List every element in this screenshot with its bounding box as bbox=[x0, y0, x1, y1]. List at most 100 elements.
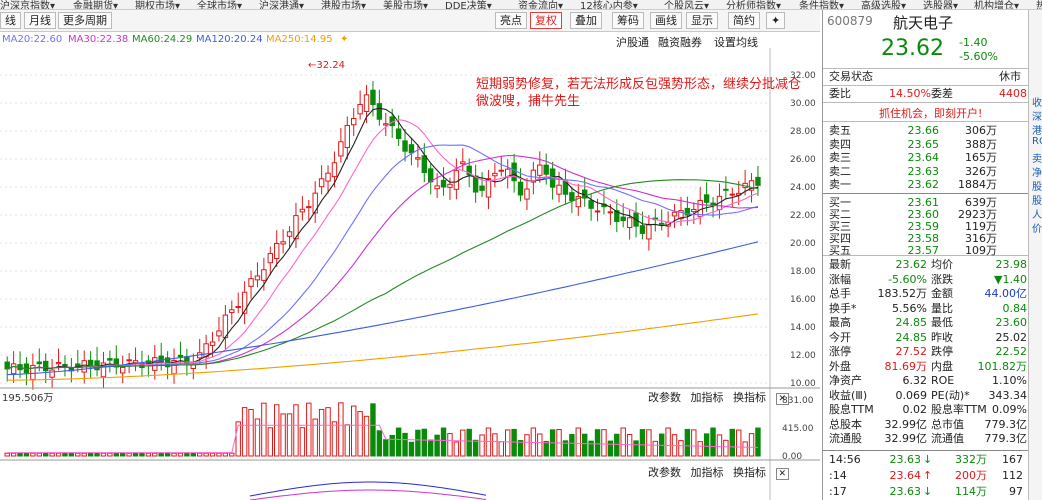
menu-item[interactable]: 个股风云▾ bbox=[664, 1, 710, 10]
link-margin[interactable]: 融资融券 bbox=[658, 36, 702, 49]
volume-bar bbox=[10, 452, 17, 457]
stats-row: 涨停 27.52 跌停 22.52 bbox=[827, 345, 1027, 359]
menu-item[interactable]: 港股市场▾ bbox=[321, 1, 367, 10]
edit-params-button-2[interactable]: 改参数 bbox=[648, 466, 681, 479]
kline-chart[interactable]: 32.00 30.00 28.00 26.00 24.00 22.00 20.00 18.00… bbox=[0, 48, 820, 500]
menu-item[interactable]: 选股器▾ bbox=[923, 1, 959, 10]
add-indicator-button-2[interactable]: 加指标 bbox=[690, 466, 724, 479]
tool-draw-line[interactable]: 画线 bbox=[650, 12, 682, 29]
menu-item[interactable]: 机构增仓▾ bbox=[974, 1, 1020, 10]
side-strip-item[interactable]: 净 bbox=[1032, 168, 1042, 179]
stats-row: 总手 183.52万 金额 44.00亿 bbox=[827, 287, 1027, 301]
side-strip-item[interactable]: 港 bbox=[1032, 126, 1042, 137]
volume-bar bbox=[511, 428, 517, 457]
menu-item[interactable]: 条件指数▾ bbox=[799, 1, 845, 10]
stat-label: 跌停 bbox=[931, 345, 953, 358]
link-set-ma[interactable]: 设置均线 bbox=[714, 36, 758, 49]
side-strip-item[interactable]: 价 bbox=[1032, 224, 1042, 235]
add-indicator-button[interactable]: 加指标 bbox=[690, 391, 724, 404]
order-price: 23.61 bbox=[907, 196, 940, 209]
stats-row: 流通股 32.99亿 流通值 779.3亿 bbox=[827, 432, 1027, 446]
tool-highlights[interactable]: 亮点 bbox=[495, 12, 527, 29]
menu-item[interactable]: 分析师指数▾ bbox=[726, 1, 782, 10]
stat-label: 流通股 bbox=[829, 432, 862, 445]
edit-params-button[interactable]: 改参数 bbox=[648, 391, 681, 404]
order-label: 卖三 bbox=[829, 151, 851, 164]
tick-count: 167 bbox=[1002, 453, 1023, 466]
volume-bar bbox=[331, 421, 338, 457]
tick-time: :14 bbox=[829, 469, 847, 482]
menu-item[interactable]: 沪深京指数▾ bbox=[0, 1, 56, 10]
side-strip-item[interactable]: 卖 bbox=[1032, 154, 1042, 165]
up-candle bbox=[691, 208, 697, 213]
up-candle bbox=[229, 309, 235, 313]
volume-bar bbox=[126, 452, 132, 457]
volume-bar bbox=[158, 452, 164, 457]
menu-item[interactable]: 期权市场▾ bbox=[135, 1, 181, 10]
order-price: 23.58 bbox=[907, 232, 940, 245]
trade-status-label: 交易状态 bbox=[829, 70, 873, 83]
up-candle bbox=[286, 231, 293, 237]
side-strip-item[interactable]: RO bbox=[1032, 136, 1042, 147]
side-strip-item[interactable]: 股 bbox=[1032, 182, 1042, 193]
top-menu-bar: 沪深京指数▾ 金融期货▾ 期权市场▾ 全球市场▾ 沪深港通▾ 港股市场▾ 美股市场▾ DDE决… bbox=[0, 0, 1042, 10]
volume-bar bbox=[703, 433, 710, 457]
menu-item[interactable]: 全球市场▾ bbox=[197, 1, 243, 10]
volume-bar bbox=[94, 452, 100, 457]
tab-monthly[interactable]: 月线 bbox=[24, 12, 56, 29]
volume-bar bbox=[75, 452, 81, 457]
stat-label: 涨幅 bbox=[829, 272, 851, 286]
menu-item[interactable]: DDE决策▾ bbox=[445, 1, 492, 10]
stat-label: 总股本 bbox=[829, 417, 862, 431]
menu-item[interactable]: 12核心内参▾ bbox=[580, 1, 638, 10]
tab-line[interactable]: 线 bbox=[0, 12, 21, 29]
tool-overlay[interactable]: 叠加 bbox=[570, 12, 602, 29]
stat-value: 25.02 bbox=[995, 330, 1028, 344]
volume-bar bbox=[235, 421, 241, 457]
order-label: 买四 bbox=[829, 232, 851, 245]
link-hk-connect[interactable]: 沪股通 bbox=[616, 36, 649, 49]
side-strip-item[interactable]: 深 bbox=[1032, 112, 1042, 123]
buy-order-row: 买一 23.61 639万 bbox=[827, 196, 1027, 210]
tool-chips[interactable]: 筹码 bbox=[612, 12, 644, 29]
tab-more-periods[interactable]: 更多周期 bbox=[58, 12, 112, 29]
volume-bar bbox=[363, 415, 370, 457]
menu-item[interactable]: 资金流向▾ bbox=[518, 1, 564, 10]
volume-bar bbox=[517, 440, 524, 457]
switch-indicator-button[interactable]: 换指标 bbox=[733, 391, 766, 404]
side-strip-item[interactable]: 人 bbox=[1032, 210, 1042, 221]
side-strip-item[interactable]: 收 bbox=[1032, 98, 1042, 109]
volume-bar bbox=[357, 411, 363, 457]
ma-settings-icon[interactable]: ✦ bbox=[340, 34, 349, 45]
up-candle bbox=[280, 241, 286, 245]
volume-bar bbox=[197, 452, 203, 457]
tick-price: 23.63 bbox=[889, 485, 922, 498]
open-account-banner[interactable]: 抓住机会，即刻开户! bbox=[879, 107, 983, 120]
order-price: 23.57 bbox=[907, 244, 940, 257]
menu-item[interactable]: 沪深港通▾ bbox=[259, 1, 305, 10]
menu-item[interactable]: 高级选股▾ bbox=[861, 1, 907, 10]
volume-bar bbox=[286, 413, 293, 457]
close-icon[interactable]: ✕ bbox=[775, 393, 790, 405]
close-icon-2[interactable]: ✕ bbox=[775, 468, 790, 480]
volume-bar bbox=[190, 452, 196, 457]
up-candle bbox=[312, 192, 318, 214]
down-candle bbox=[43, 360, 49, 372]
menu-item[interactable]: 热点追击▾ bbox=[1036, 0, 1042, 9]
tool-display[interactable]: 显示 bbox=[686, 12, 718, 29]
menu-item[interactable]: 美股市场▾ bbox=[383, 1, 429, 10]
tool-simple[interactable]: 简约 bbox=[728, 12, 760, 29]
stat-value: 183.52万 bbox=[877, 287, 928, 300]
tool-adjust-rights[interactable]: 复权 bbox=[530, 12, 562, 29]
menu-item[interactable]: 金融期货▾ bbox=[73, 1, 119, 10]
price-change-pct: -5.60% bbox=[959, 50, 998, 63]
star-icon[interactable]: ✦ bbox=[766, 12, 786, 29]
volume-bar bbox=[614, 433, 620, 457]
price-tick-label: 12.00 bbox=[790, 351, 816, 361]
up-candle bbox=[216, 330, 222, 337]
up-candle bbox=[235, 306, 241, 309]
side-strip-item[interactable]: 股 bbox=[1032, 196, 1042, 207]
volume-bar bbox=[139, 452, 145, 457]
switch-indicator-button-2[interactable]: 换指标 bbox=[733, 466, 766, 479]
volume-bar bbox=[261, 402, 267, 457]
